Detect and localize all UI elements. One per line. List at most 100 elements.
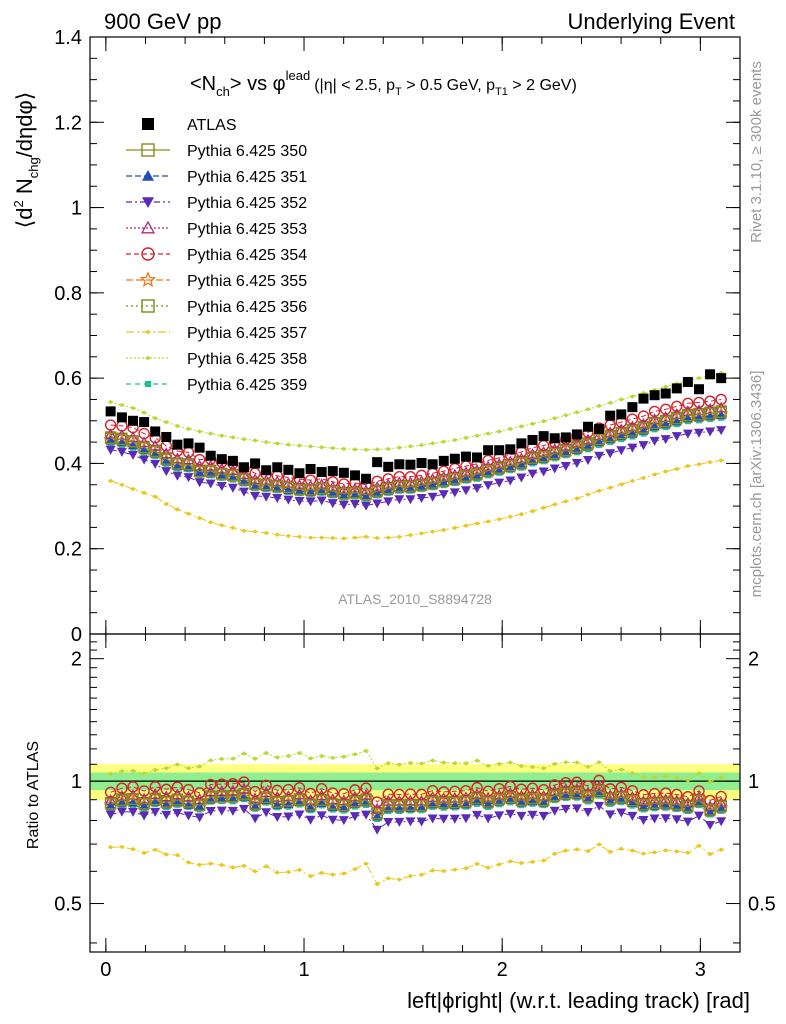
point-357: [185, 511, 192, 516]
point-354: [715, 393, 727, 406]
point-ATLAS: [372, 457, 383, 468]
ratio-point-358: [451, 761, 458, 766]
ratio-point-351: [560, 790, 571, 800]
ratio-point-358: [607, 769, 614, 774]
ratio-point-351: [682, 803, 693, 813]
point-350: [249, 478, 261, 491]
point-351: [372, 488, 383, 498]
point-358: [141, 410, 148, 415]
ratio-panel: [90, 748, 740, 887]
ratio-point-357: [596, 842, 603, 847]
ratio-point-350: [460, 796, 472, 808]
point-ATLAS: [172, 439, 183, 450]
legend-label-353: Pythia 6.425 353: [187, 221, 307, 238]
point-358: [118, 403, 125, 408]
point-ATLAS: [716, 373, 727, 384]
ratio-point-351: [438, 799, 449, 809]
point-351: [416, 481, 427, 491]
point-357: [363, 534, 370, 539]
point-352: [594, 451, 605, 461]
ratio-point-357: [707, 852, 714, 857]
ratio-point-358: [363, 748, 370, 753]
ratio-point-357: [684, 850, 691, 855]
ratio-point-350: [438, 797, 450, 809]
point-351: [494, 465, 505, 475]
point-357: [296, 534, 303, 539]
point-350: [138, 441, 150, 454]
point-352: [527, 469, 538, 479]
ratio-point-358: [462, 761, 469, 766]
point-350: [493, 462, 505, 474]
ratio-point-358: [418, 761, 425, 766]
ratio-point-350: [360, 794, 372, 806]
ratio-point-352: [316, 811, 327, 821]
ratio-point-350: [182, 796, 195, 808]
point-358: [507, 426, 514, 431]
point-350: [715, 406, 727, 418]
point-358: [318, 445, 325, 450]
ratio-point-352: [361, 810, 372, 820]
ratio-point-358: [385, 761, 392, 766]
point-350: [382, 482, 394, 495]
point-358: [329, 446, 336, 451]
ratio-tick-label-left: 1: [71, 771, 82, 793]
ratio-point-358: [285, 753, 292, 758]
ratio-point-357: [562, 848, 569, 853]
ratio-point-352: [349, 812, 360, 822]
ratio-point-352: [161, 810, 172, 820]
header-left: 900 GeV pp: [104, 9, 221, 34]
ratio-point-358: [695, 771, 702, 776]
ratio-point-352: [205, 806, 216, 816]
point-352: [638, 441, 649, 451]
point-357: [640, 475, 647, 480]
point-357: [351, 535, 358, 540]
point-ATLAS: [272, 462, 283, 473]
ratio-point-351: [427, 799, 438, 809]
point-ATLAS: [505, 444, 516, 455]
point-358: [296, 443, 303, 448]
ratio-point-352: [649, 814, 660, 824]
point-358: [607, 400, 614, 405]
point-352: [161, 467, 172, 477]
ratio-point-352: [638, 815, 649, 825]
legend-label-350: Pythia 6.425 350: [187, 143, 307, 160]
point-351: [560, 447, 571, 457]
ratio-point-350: [349, 796, 361, 808]
ratio-point-354: [360, 782, 372, 794]
point-357: [607, 485, 614, 490]
point-350: [526, 452, 539, 465]
point-358: [596, 403, 603, 408]
ratio-point-357: [296, 867, 303, 872]
point-ATLAS: [560, 432, 571, 443]
point-357: [462, 523, 469, 528]
point-ATLAS: [516, 438, 527, 449]
point-358: [240, 437, 247, 442]
point-350: [116, 433, 128, 446]
point-358: [451, 437, 458, 442]
legend: ATLAS Pythia 6.425 350 Pythia 6.425 351 Pyt…: [126, 117, 307, 394]
mcplots-label: mcplots.cern.ch [arXiv:1306.3436]: [748, 371, 765, 598]
point-357: [718, 458, 725, 463]
ratio-point-352: [538, 811, 549, 821]
point-ATLAS: [238, 462, 249, 473]
x-tick-label: 1: [298, 959, 309, 981]
ratio-point-354: [193, 787, 206, 799]
point-350: [426, 477, 439, 489]
ratio-point-354: [260, 779, 272, 791]
point-358: [562, 413, 569, 418]
ratio-point-358: [274, 755, 281, 760]
y-tick-label: 0.6: [54, 368, 82, 390]
point-357: [407, 533, 414, 538]
point-352: [105, 445, 116, 455]
point-352: [316, 496, 327, 506]
point-350: [238, 473, 250, 485]
ratio-point-352: [405, 817, 416, 827]
ratio-point-350: [249, 798, 261, 810]
ratio-point-354: [415, 788, 428, 801]
ratio-point-351: [449, 799, 460, 809]
point-357: [551, 502, 558, 507]
point-350: [682, 409, 694, 422]
point-352: [483, 481, 494, 491]
point-358: [474, 433, 481, 438]
ratio-point-350: [415, 799, 428, 812]
